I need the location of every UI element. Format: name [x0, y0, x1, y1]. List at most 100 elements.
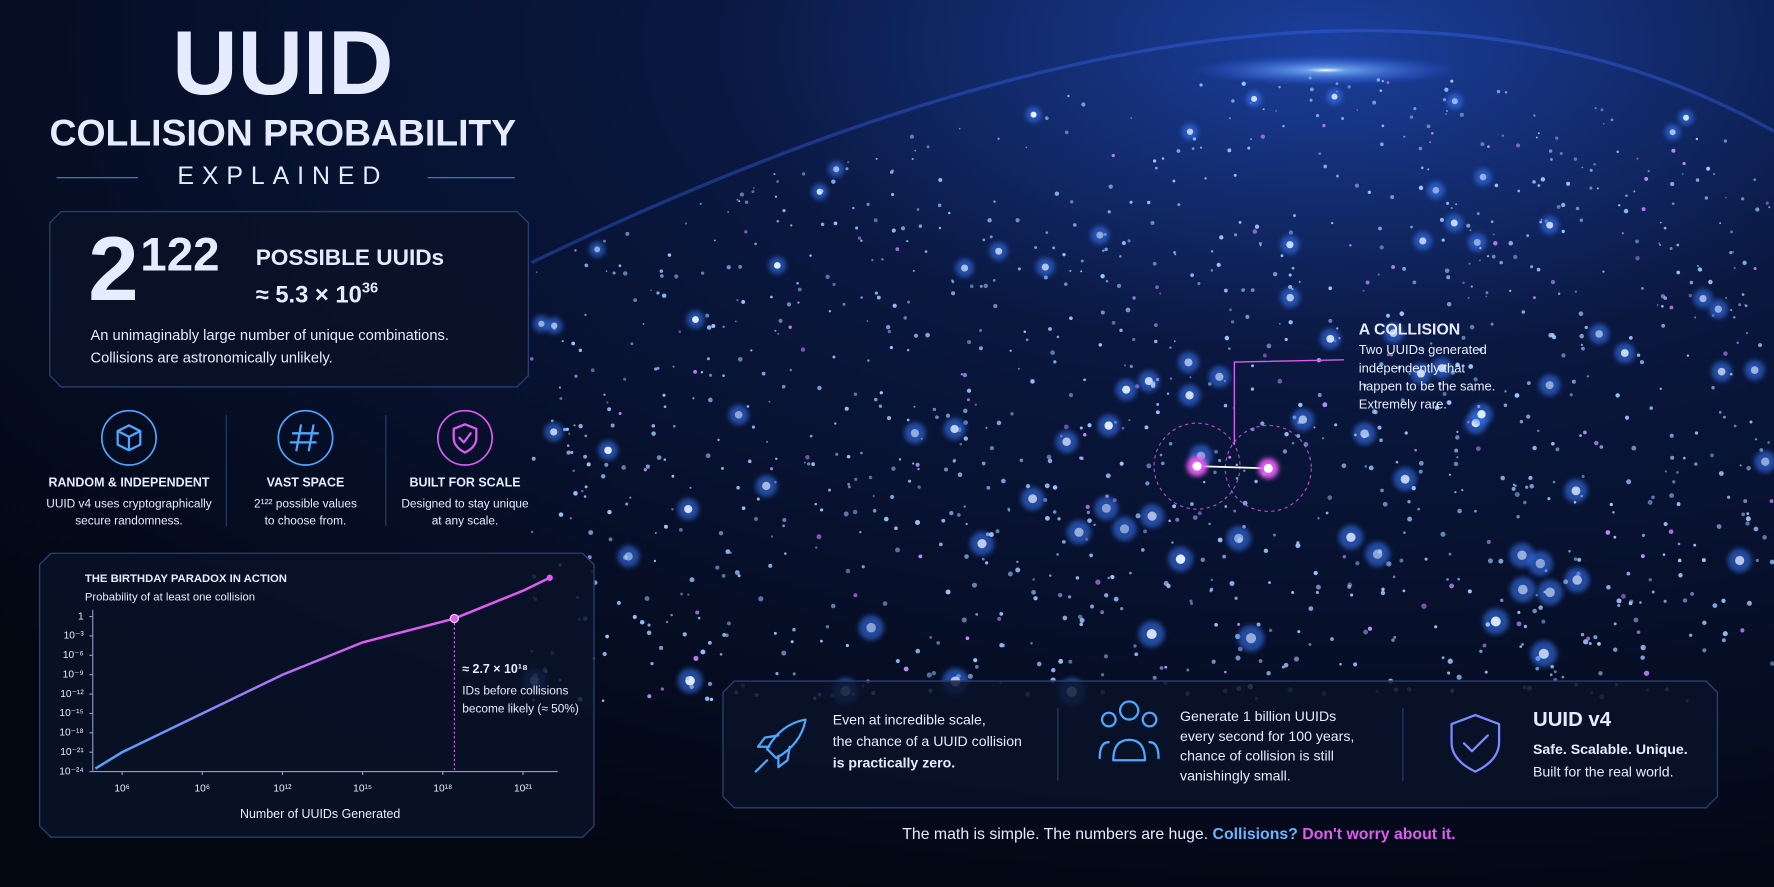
star — [861, 565, 865, 569]
star — [616, 600, 621, 606]
star — [1581, 474, 1585, 479]
star — [1007, 571, 1013, 577]
star — [1089, 553, 1094, 558]
star — [845, 643, 849, 648]
star — [950, 424, 959, 434]
subtitle: COLLISION PROBABILITY — [50, 112, 517, 154]
star — [660, 687, 665, 691]
star — [1176, 149, 1181, 153]
star — [1745, 521, 1750, 526]
star — [1515, 143, 1521, 148]
star — [1395, 460, 1399, 464]
star — [915, 519, 921, 526]
feature-icon-ring — [100, 409, 157, 466]
star — [1000, 478, 1006, 484]
star — [535, 271, 538, 274]
star — [1083, 378, 1086, 382]
star — [1448, 473, 1451, 476]
star — [1451, 98, 1458, 105]
star — [912, 269, 915, 272]
star — [1414, 448, 1417, 452]
star — [936, 641, 941, 645]
star — [1119, 328, 1123, 333]
fact-line: every second for 100 years, — [1180, 728, 1354, 744]
star — [1355, 561, 1360, 566]
star — [1517, 550, 1527, 560]
star — [1331, 222, 1334, 225]
star — [1150, 382, 1156, 388]
star — [1159, 666, 1164, 670]
star — [1621, 593, 1626, 599]
star — [718, 531, 724, 536]
star — [699, 202, 702, 205]
star — [1268, 628, 1273, 633]
star — [1192, 515, 1198, 520]
star — [937, 203, 942, 208]
star — [1473, 238, 1481, 246]
star — [1245, 314, 1250, 319]
star — [1297, 630, 1301, 634]
star — [967, 340, 972, 345]
star — [1466, 223, 1471, 228]
star — [879, 391, 883, 395]
star — [1744, 304, 1747, 307]
star — [1702, 620, 1707, 625]
star — [692, 316, 699, 324]
star — [721, 467, 724, 470]
star — [1067, 595, 1072, 599]
star — [1501, 134, 1504, 137]
star — [792, 627, 796, 632]
feature-line: Designed to stay unique — [401, 497, 529, 511]
star — [1547, 497, 1551, 501]
star — [1112, 498, 1117, 503]
star — [874, 291, 879, 295]
star — [979, 329, 983, 332]
star — [1363, 383, 1367, 387]
star — [790, 640, 794, 644]
star — [867, 359, 870, 362]
star — [618, 264, 622, 268]
star — [1699, 294, 1707, 303]
star — [559, 386, 561, 389]
star — [1108, 184, 1113, 189]
chart-subtitle: Probability of at least one collision — [85, 591, 255, 603]
star — [1499, 260, 1503, 265]
star — [1683, 114, 1690, 121]
star — [1074, 527, 1084, 537]
star — [725, 549, 731, 555]
star — [1581, 166, 1584, 169]
star — [1234, 533, 1244, 544]
star — [900, 226, 906, 231]
star — [773, 173, 776, 176]
star — [1069, 316, 1073, 320]
star — [1745, 331, 1749, 335]
star — [1561, 353, 1566, 358]
footer-part: Collisions? — [1213, 826, 1298, 843]
star — [1224, 670, 1227, 674]
star — [561, 339, 564, 343]
star — [1134, 652, 1139, 657]
star — [1164, 665, 1168, 669]
star — [584, 485, 588, 489]
star — [571, 341, 576, 346]
star — [706, 325, 712, 330]
star — [1093, 523, 1096, 527]
star — [1670, 455, 1675, 460]
star — [891, 192, 895, 197]
star — [550, 428, 558, 436]
star — [1411, 486, 1416, 491]
star — [1446, 577, 1449, 581]
star — [1313, 570, 1318, 576]
star — [1113, 596, 1119, 602]
feature-icon-ring — [436, 409, 493, 466]
star — [1745, 516, 1751, 522]
star — [1234, 596, 1238, 600]
star — [1032, 578, 1035, 581]
star — [1676, 502, 1681, 507]
star — [1444, 268, 1450, 274]
star — [678, 330, 682, 334]
star — [1025, 483, 1031, 489]
star — [1377, 273, 1380, 276]
star — [1135, 513, 1141, 519]
star — [1189, 502, 1194, 506]
